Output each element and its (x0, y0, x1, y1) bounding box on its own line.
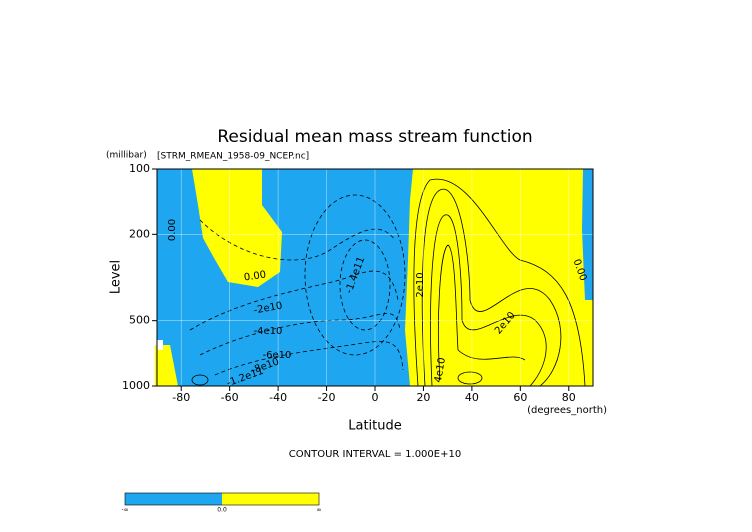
contour-label: 2e10 (415, 272, 426, 297)
colorbar-label: 0.0 (217, 507, 227, 514)
contour-label: -6e10 (263, 350, 292, 361)
colorbar-label: -∞ (121, 507, 128, 514)
colorbar-positive (222, 493, 319, 505)
y-tick-label: 200 (129, 227, 150, 240)
subtitle: [STRM_RMEAN_1958-09_NCEP.nc] (157, 152, 309, 162)
missing-data (157, 340, 163, 350)
positive-region (180, 169, 282, 287)
colorbar: -∞ 0.0 ∞ (121, 492, 322, 514)
x-tick-label: -20 (318, 391, 336, 404)
x-tick-label: 20 (416, 391, 430, 404)
colorbar-frame (124, 492, 320, 506)
contour-interval: CONTOUR INTERVAL = 1.000E+10 (289, 449, 461, 460)
chart-title: Residual mean mass stream function (217, 127, 532, 147)
x-unit: (degrees_north) (527, 405, 607, 416)
colorbar-negative (125, 493, 222, 505)
contour-label: -4e10 (254, 326, 283, 337)
x-axis-label: Latitude (348, 419, 402, 434)
contour-label: 0.00 (167, 219, 178, 241)
plot-frame (156, 168, 594, 387)
x-tick-label: -40 (269, 391, 287, 404)
x-tick-label: 40 (465, 391, 479, 404)
x-tick-label: 0 (372, 391, 379, 404)
x-tick-label: 60 (513, 391, 527, 404)
x-tick-label: 80 (562, 391, 576, 404)
positive-region (405, 169, 593, 386)
x-tick-label: -60 (221, 391, 239, 404)
y-axis-label: Level (109, 260, 124, 294)
contour-lines (189, 178, 586, 387)
contour-label: 4e10 (433, 357, 448, 384)
contour-fill (155, 169, 593, 387)
y-tick-label: 500 (129, 314, 150, 327)
positive-region (155, 345, 178, 386)
x-tick-label: -80 (172, 391, 190, 404)
y-tick-label: 1000 (122, 379, 150, 392)
y-unit: (millibar) (106, 151, 147, 161)
contour-label: 0.00 (243, 269, 267, 283)
colorbar-label: ∞ (317, 507, 322, 514)
contour-label: -2e10 (253, 301, 283, 317)
y-tick-label: 100 (129, 162, 150, 175)
